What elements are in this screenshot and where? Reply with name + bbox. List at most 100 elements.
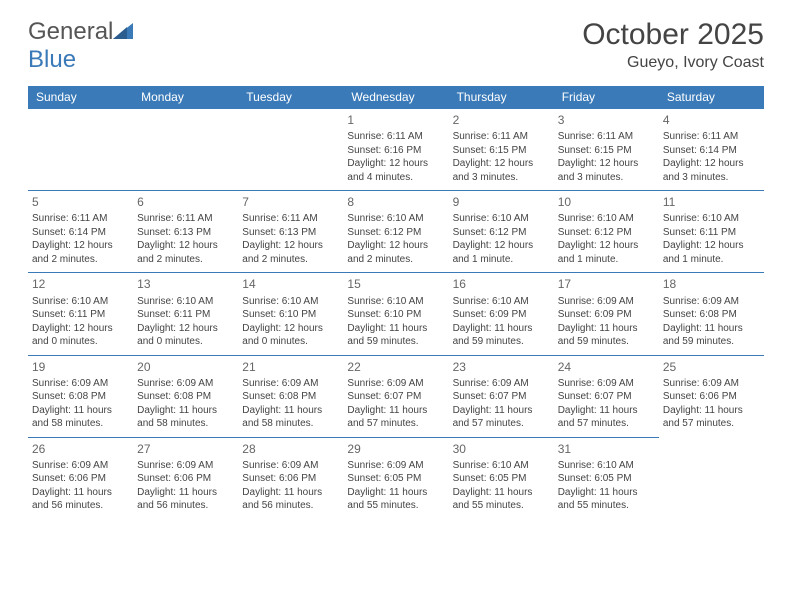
day-number: 16 [453,276,550,292]
calendar-cell: 20Sunrise: 6:09 AMSunset: 6:08 PMDayligh… [133,355,238,437]
daylight-line: Daylight: 11 hours and 57 minutes. [347,404,444,431]
sunset-line: Sunset: 6:05 PM [453,472,550,486]
day-number: 5 [32,194,129,210]
sunset-line: Sunset: 6:15 PM [558,144,655,158]
sunset-line: Sunset: 6:13 PM [137,226,234,240]
calendar-cell: 13Sunrise: 6:10 AMSunset: 6:11 PMDayligh… [133,272,238,354]
sunrise-line: Sunrise: 6:09 AM [347,377,444,391]
day-number: 21 [242,359,339,375]
daylight-line: Daylight: 11 hours and 59 minutes. [558,322,655,349]
sunrise-line: Sunrise: 6:09 AM [137,459,234,473]
calendar-cell: 28Sunrise: 6:09 AMSunset: 6:06 PMDayligh… [238,437,343,519]
day-number: 22 [347,359,444,375]
sunrise-line: Sunrise: 6:11 AM [453,130,550,144]
day-number: 31 [558,441,655,457]
day-number: 28 [242,441,339,457]
daylight-line: Daylight: 12 hours and 1 minute. [453,239,550,266]
sunset-line: Sunset: 6:06 PM [32,472,129,486]
sunset-line: Sunset: 6:10 PM [347,308,444,322]
day-number: 19 [32,359,129,375]
day-number: 13 [137,276,234,292]
daylight-line: Daylight: 12 hours and 2 minutes. [347,239,444,266]
daylight-line: Daylight: 11 hours and 59 minutes. [453,322,550,349]
calendar-cell: 27Sunrise: 6:09 AMSunset: 6:06 PMDayligh… [133,437,238,519]
daylight-line: Daylight: 12 hours and 0 minutes. [32,322,129,349]
daylight-line: Daylight: 11 hours and 57 minutes. [558,404,655,431]
sunset-line: Sunset: 6:08 PM [137,390,234,404]
calendar-grid: 1Sunrise: 6:11 AMSunset: 6:16 PMDaylight… [28,108,764,519]
day-number: 10 [558,194,655,210]
sunrise-line: Sunrise: 6:10 AM [453,459,550,473]
day-number: 4 [663,112,760,128]
title-block: October 2025 Gueyo, Ivory Coast [582,18,764,72]
day-number: 9 [453,194,550,210]
sunrise-line: Sunrise: 6:10 AM [32,295,129,309]
sunrise-line: Sunrise: 6:09 AM [663,295,760,309]
month-title: October 2025 [582,18,764,52]
sunrise-line: Sunrise: 6:09 AM [453,377,550,391]
day-number: 26 [32,441,129,457]
calendar-cell: 4Sunrise: 6:11 AMSunset: 6:14 PMDaylight… [659,108,764,190]
calendar-cell: 8Sunrise: 6:10 AMSunset: 6:12 PMDaylight… [343,190,448,272]
sunrise-line: Sunrise: 6:10 AM [453,295,550,309]
day-number: 7 [242,194,339,210]
sunrise-line: Sunrise: 6:11 AM [32,212,129,226]
calendar-cell: 12Sunrise: 6:10 AMSunset: 6:11 PMDayligh… [28,272,133,354]
sunrise-line: Sunrise: 6:09 AM [137,377,234,391]
sunset-line: Sunset: 6:15 PM [453,144,550,158]
sunrise-line: Sunrise: 6:11 AM [137,212,234,226]
sunset-line: Sunset: 6:12 PM [558,226,655,240]
calendar-cell: 21Sunrise: 6:09 AMSunset: 6:08 PMDayligh… [238,355,343,437]
sunset-line: Sunset: 6:09 PM [558,308,655,322]
day-number: 15 [347,276,444,292]
weekday-header-cell: Friday [554,86,659,108]
sunrise-line: Sunrise: 6:09 AM [347,459,444,473]
day-number: 11 [663,194,760,210]
sunrise-line: Sunrise: 6:09 AM [242,377,339,391]
sunrise-line: Sunrise: 6:09 AM [558,377,655,391]
day-number: 30 [453,441,550,457]
sunset-line: Sunset: 6:11 PM [663,226,760,240]
day-number: 18 [663,276,760,292]
sunset-line: Sunset: 6:13 PM [242,226,339,240]
weekday-header-cell: Saturday [659,86,764,108]
sunset-line: Sunset: 6:06 PM [137,472,234,486]
day-number: 1 [347,112,444,128]
weekday-header-cell: Sunday [28,86,133,108]
sunset-line: Sunset: 6:08 PM [32,390,129,404]
sunrise-line: Sunrise: 6:10 AM [347,295,444,309]
calendar-cell: 15Sunrise: 6:10 AMSunset: 6:10 PMDayligh… [343,272,448,354]
calendar-cell: 31Sunrise: 6:10 AMSunset: 6:05 PMDayligh… [554,437,659,519]
sunset-line: Sunset: 6:12 PM [453,226,550,240]
daylight-line: Daylight: 12 hours and 0 minutes. [242,322,339,349]
day-number: 27 [137,441,234,457]
sunset-line: Sunset: 6:08 PM [663,308,760,322]
sunrise-line: Sunrise: 6:09 AM [242,459,339,473]
day-number: 23 [453,359,550,375]
daylight-line: Daylight: 12 hours and 1 minute. [663,239,760,266]
sunset-line: Sunset: 6:16 PM [347,144,444,158]
calendar-cell: 5Sunrise: 6:11 AMSunset: 6:14 PMDaylight… [28,190,133,272]
sunrise-line: Sunrise: 6:10 AM [453,212,550,226]
daylight-line: Daylight: 11 hours and 57 minutes. [663,404,760,431]
daylight-line: Daylight: 12 hours and 2 minutes. [242,239,339,266]
day-number: 8 [347,194,444,210]
sunrise-line: Sunrise: 6:10 AM [137,295,234,309]
calendar-cell-empty [133,108,238,190]
daylight-line: Daylight: 11 hours and 55 minutes. [347,486,444,513]
sunset-line: Sunset: 6:14 PM [32,226,129,240]
daylight-line: Daylight: 11 hours and 58 minutes. [242,404,339,431]
sunset-line: Sunset: 6:05 PM [347,472,444,486]
calendar-cell: 26Sunrise: 6:09 AMSunset: 6:06 PMDayligh… [28,437,133,519]
calendar-cell: 17Sunrise: 6:09 AMSunset: 6:09 PMDayligh… [554,272,659,354]
weekday-header-row: SundayMondayTuesdayWednesdayThursdayFrid… [28,86,764,108]
day-number: 17 [558,276,655,292]
day-number: 3 [558,112,655,128]
sunset-line: Sunset: 6:11 PM [137,308,234,322]
calendar-cell: 7Sunrise: 6:11 AMSunset: 6:13 PMDaylight… [238,190,343,272]
daylight-line: Daylight: 12 hours and 4 minutes. [347,157,444,184]
calendar-cell: 18Sunrise: 6:09 AMSunset: 6:08 PMDayligh… [659,272,764,354]
daylight-line: Daylight: 11 hours and 58 minutes. [32,404,129,431]
calendar-cell: 9 Sunrise: 6:10 AMSunset: 6:12 PMDaylight… [449,190,554,272]
calendar-cell: 11Sunrise: 6:10 AMSunset: 6:11 PMDayligh… [659,190,764,272]
